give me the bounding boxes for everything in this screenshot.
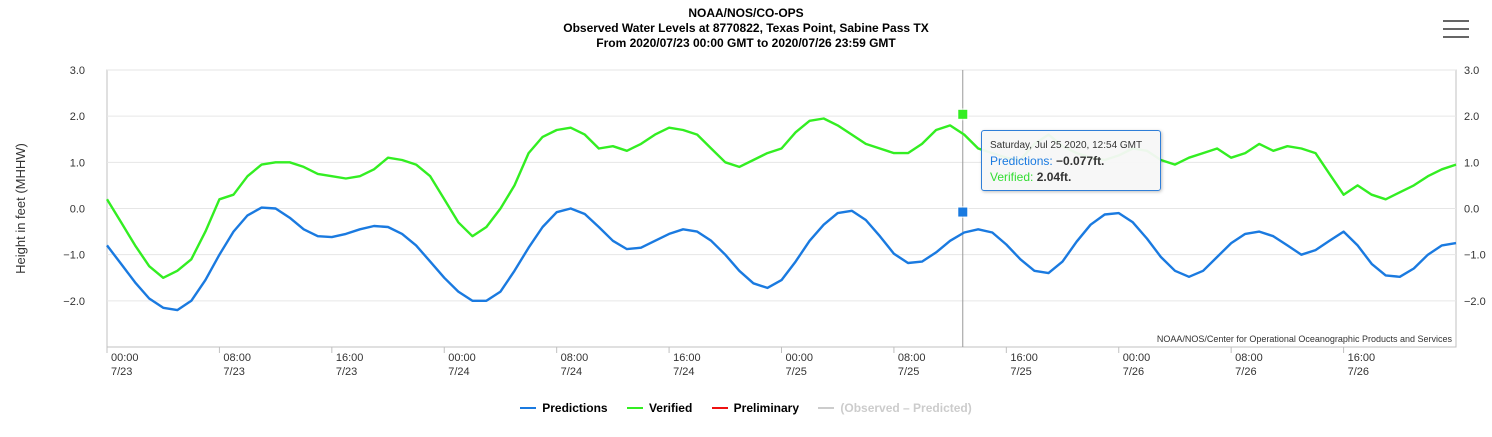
x-tick-date: 7/23: [223, 366, 244, 378]
menu-bar: [1443, 36, 1469, 38]
y-tick-label-right: 2.0: [1464, 111, 1479, 123]
tooltip-verified: Verified: 2.04ft.: [990, 170, 1071, 184]
hover-marker-predictions: [958, 207, 968, 217]
x-tick-date: 7/24: [673, 366, 694, 378]
x-tick-time: 08:00: [561, 352, 589, 364]
x-tick-date: 7/25: [786, 366, 807, 378]
y-tick-label: 2.0: [70, 111, 85, 123]
menu-bar: [1443, 28, 1469, 30]
x-tick-date: 7/26: [1235, 366, 1256, 378]
legend-label: Verified: [648, 401, 693, 415]
legend-item-predictions[interactable]: Predictions: [520, 401, 608, 415]
y-tick-label: −1.0: [63, 250, 85, 262]
x-tick-time: 08:00: [223, 352, 251, 364]
legend-label: Predictions: [542, 401, 608, 415]
x-tick-time: 00:00: [1123, 352, 1151, 364]
x-tick-time: 16:00: [336, 352, 364, 364]
hamburger-menu-icon[interactable]: [1440, 14, 1472, 46]
tooltip-ver-value: 2.04ft.: [1036, 170, 1072, 184]
x-tick-date: 7/24: [561, 366, 582, 378]
tooltip-date: Saturday, Jul 25 2020, 12:54 GMT: [990, 140, 1143, 151]
tooltip: Saturday, Jul 25 2020, 12:54 GMT Predict…: [981, 130, 1161, 191]
legend-swatch: [818, 407, 835, 409]
x-tick-date: 7/25: [898, 366, 919, 378]
legend-swatch: [520, 407, 537, 409]
title-line-3: From 2020/07/23 00:00 GMT to 2020/07/26 …: [596, 36, 896, 50]
y-tick-label: −2.0: [63, 296, 85, 308]
x-tick-time: 00:00: [448, 352, 476, 364]
x-tick-time: 00:00: [111, 352, 139, 364]
x-tick-time: 16:00: [673, 352, 701, 364]
legend-label: Preliminary: [733, 401, 800, 415]
legend-item-observed-minus-predicted[interactable]: (Observed – Predicted): [818, 401, 972, 415]
series-line-verified: [105, 117, 1457, 279]
y-tick-label-right: −1.0: [1464, 250, 1486, 262]
chart-title: NOAA/NOS/CO-OPS Observed Water Levels at…: [0, 6, 1492, 51]
y-axis-title: Height in feet (MHHW): [13, 143, 28, 274]
tooltip-ver-label: Verified:: [990, 170, 1037, 184]
x-tick-date: 7/24: [448, 366, 469, 378]
legend-item-verified[interactable]: Verified: [626, 401, 693, 415]
legend-swatch: [711, 407, 728, 409]
legend: Predictions Verified Preliminary (Observ…: [0, 398, 1492, 415]
y-tick-label-right: −2.0: [1464, 296, 1486, 308]
y-tick-label: 1.0: [70, 157, 85, 169]
legend-swatch: [626, 407, 643, 409]
menu-bar: [1443, 20, 1469, 22]
x-tick-date: 7/23: [111, 366, 132, 378]
x-tick-time: 16:00: [1348, 352, 1376, 364]
y-tick-label-right: 0.0: [1464, 204, 1479, 216]
y-tick-label: 0.0: [70, 204, 85, 216]
x-tick-date: 7/26: [1348, 366, 1369, 378]
title-line-2: Observed Water Levels at 8770822, Texas …: [563, 21, 929, 35]
tooltip-pred-value: −0.077ft.: [1056, 154, 1105, 168]
x-tick-time: 08:00: [898, 352, 926, 364]
x-tick-date: 7/25: [1010, 366, 1031, 378]
credit-text: NOAA/NOS/Center for Operational Oceanogr…: [1157, 334, 1453, 344]
series-line-predictions: [106, 206, 1457, 312]
tooltip-predictions: Predictions: −0.077ft.: [990, 154, 1104, 168]
legend-item-preliminary[interactable]: Preliminary: [711, 401, 800, 415]
x-tick-date: 7/23: [336, 366, 357, 378]
tooltip-pred-label: Predictions:: [990, 154, 1057, 168]
title-line-1: NOAA/NOS/CO-OPS: [688, 6, 804, 20]
y-tick-label-right: 1.0: [1464, 157, 1479, 169]
hover-marker-verified: [958, 109, 968, 119]
y-tick-label-right: 3.0: [1464, 65, 1479, 77]
legend-label: (Observed – Predicted): [840, 401, 972, 415]
y-tick-label: 3.0: [70, 65, 85, 77]
x-tick-time: 16:00: [1010, 352, 1038, 364]
x-tick-time: 08:00: [1235, 352, 1263, 364]
x-tick-date: 7/26: [1123, 366, 1144, 378]
x-tick-time: 00:00: [786, 352, 814, 364]
